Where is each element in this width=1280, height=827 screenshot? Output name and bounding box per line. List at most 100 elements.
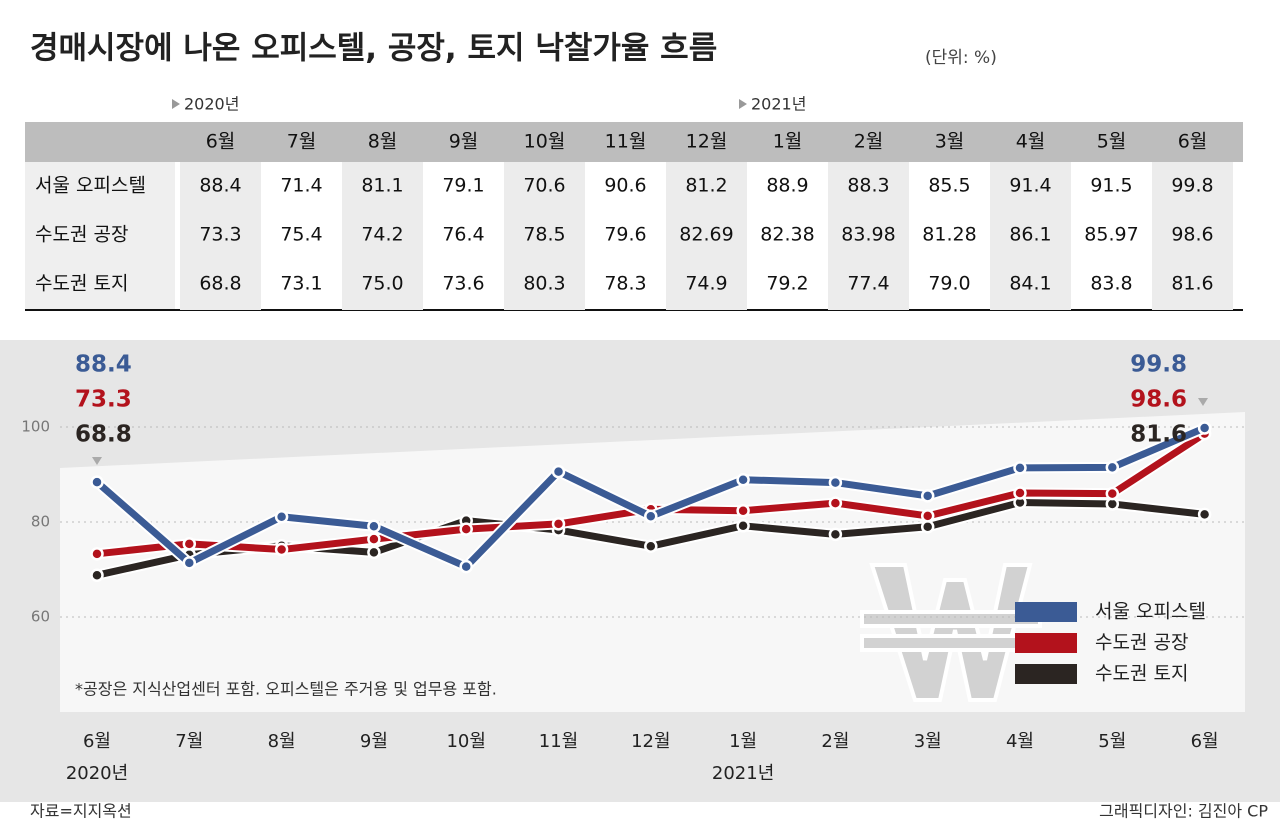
table-cell: 78.5 bbox=[523, 224, 565, 246]
table-column-shade bbox=[828, 162, 909, 310]
data-point bbox=[920, 509, 935, 523]
table-cell: 73.6 bbox=[442, 273, 484, 295]
table-cell: 98.6 bbox=[1171, 224, 1213, 246]
x-year-label: 2021년 bbox=[712, 763, 774, 784]
data-point bbox=[736, 519, 750, 533]
data-point bbox=[736, 503, 750, 518]
table-header-cell: 11월 bbox=[605, 131, 647, 153]
data-point bbox=[1105, 460, 1120, 475]
table-year-label: 2020년 bbox=[184, 95, 239, 114]
data-label: 99.8 bbox=[1130, 352, 1187, 378]
data-point bbox=[459, 559, 473, 574]
table-cell: 90.6 bbox=[604, 175, 646, 197]
table-column-shade bbox=[180, 162, 261, 310]
y-tick-label: 60 bbox=[31, 608, 50, 626]
data-point bbox=[920, 520, 935, 534]
table-header bbox=[25, 122, 1243, 162]
data-label: 81.6 bbox=[1130, 422, 1187, 448]
x-tick-label: 7월 bbox=[175, 731, 203, 752]
data-point bbox=[644, 539, 658, 553]
table-row-label: 수도권 공장 bbox=[35, 224, 128, 246]
table-cell: 81.28 bbox=[922, 224, 976, 246]
table-cell: 70.6 bbox=[523, 175, 565, 197]
table-column-shade bbox=[504, 162, 585, 310]
x-tick-label: 5월 bbox=[1098, 731, 1126, 752]
data-point bbox=[828, 475, 843, 490]
note: *공장은 지식산업센터 포함. 오피스텔은 주거용 및 업무용 포함. bbox=[75, 680, 497, 699]
data-point bbox=[828, 527, 843, 542]
data-label: 68.8 bbox=[75, 422, 132, 448]
table-cell: 88.3 bbox=[847, 175, 889, 197]
data-point bbox=[1013, 486, 1027, 500]
table-cell: 78.3 bbox=[604, 273, 646, 295]
legend-swatch bbox=[1015, 633, 1077, 653]
table-cell: 81.1 bbox=[361, 175, 403, 197]
table-header-cell: 6월 bbox=[206, 131, 236, 153]
table-header-cell: 7월 bbox=[287, 131, 317, 153]
table-cell: 88.4 bbox=[199, 175, 241, 197]
x-tick-label: 11월 bbox=[539, 731, 578, 752]
x-tick-label: 2월 bbox=[821, 731, 849, 752]
table-cell: 82.69 bbox=[679, 224, 733, 246]
x-tick-label: 12월 bbox=[631, 731, 670, 752]
x-year-label: 2020년 bbox=[66, 763, 128, 784]
table-cell: 76.4 bbox=[442, 224, 484, 246]
data-point bbox=[1105, 486, 1120, 501]
data-point bbox=[551, 517, 566, 531]
table-column-shade bbox=[990, 162, 1071, 310]
table-cell: 86.1 bbox=[1009, 224, 1051, 246]
table-cell: 75.0 bbox=[361, 273, 403, 295]
data-label: 98.6 bbox=[1130, 387, 1187, 413]
table-cell: 81.2 bbox=[685, 175, 727, 197]
table-cell: 79.2 bbox=[766, 273, 808, 295]
credit: 그래픽디자인: 김진아 CP bbox=[1099, 802, 1268, 821]
table-cell: 88.9 bbox=[766, 175, 808, 197]
table-header-cell: 12월 bbox=[686, 131, 728, 153]
table-cell: 79.0 bbox=[928, 273, 970, 295]
table-header-cell: 1월 bbox=[773, 131, 803, 153]
table-row-label: 수도권 토지 bbox=[35, 273, 128, 295]
table-cell: 81.6 bbox=[1171, 273, 1213, 295]
legend-label: 수도권 공장 bbox=[1095, 632, 1188, 654]
year-marker bbox=[172, 99, 180, 109]
x-tick-label: 6월 bbox=[1191, 731, 1219, 752]
table-header-cell: 8월 bbox=[368, 131, 398, 153]
y-tick-label: 80 bbox=[31, 513, 50, 531]
data-point bbox=[182, 556, 197, 570]
source: 자료=지지옥션 bbox=[30, 802, 132, 821]
x-tick-label: 10월 bbox=[446, 731, 485, 752]
won-sign bbox=[860, 563, 1042, 702]
data-point bbox=[90, 475, 104, 489]
data-point bbox=[828, 496, 843, 510]
data-point bbox=[551, 464, 566, 479]
data-point bbox=[736, 472, 750, 487]
y-tick-label: 100 bbox=[21, 418, 50, 436]
data-point bbox=[1197, 507, 1212, 522]
table-cell: 83.8 bbox=[1090, 273, 1132, 295]
table-cell: 73.3 bbox=[199, 224, 241, 246]
legend-label: 서울 오피스텔 bbox=[1095, 601, 1206, 623]
table-row-label: 서울 오피스텔 bbox=[35, 175, 146, 197]
table-cell: 73.1 bbox=[280, 273, 322, 295]
table-header-cell: 9월 bbox=[449, 131, 479, 153]
data-point bbox=[274, 510, 289, 524]
table-header-cell: 2월 bbox=[854, 131, 884, 153]
data-point bbox=[1013, 461, 1027, 475]
data-point bbox=[182, 537, 197, 551]
data-point bbox=[644, 509, 658, 524]
table-column-shade bbox=[666, 162, 747, 310]
data-point bbox=[920, 489, 935, 503]
data-point bbox=[1197, 421, 1212, 435]
label-pointer bbox=[1198, 398, 1208, 406]
label-pointer bbox=[92, 457, 102, 465]
x-tick-label: 1월 bbox=[729, 731, 757, 752]
chart-title: 경매시장에 나온 오피스텔, 공장, 토지 낙찰가율 흐름 bbox=[30, 31, 717, 67]
table-cell: 82.38 bbox=[760, 224, 814, 246]
table-cell: 91.5 bbox=[1090, 175, 1132, 197]
unit-label: (단위: %) bbox=[925, 48, 997, 68]
table-header-cell: 6월 bbox=[1178, 131, 1208, 153]
table-header-cell: 3월 bbox=[935, 131, 965, 153]
legend-swatch bbox=[1015, 602, 1077, 622]
year-marker bbox=[739, 99, 747, 109]
